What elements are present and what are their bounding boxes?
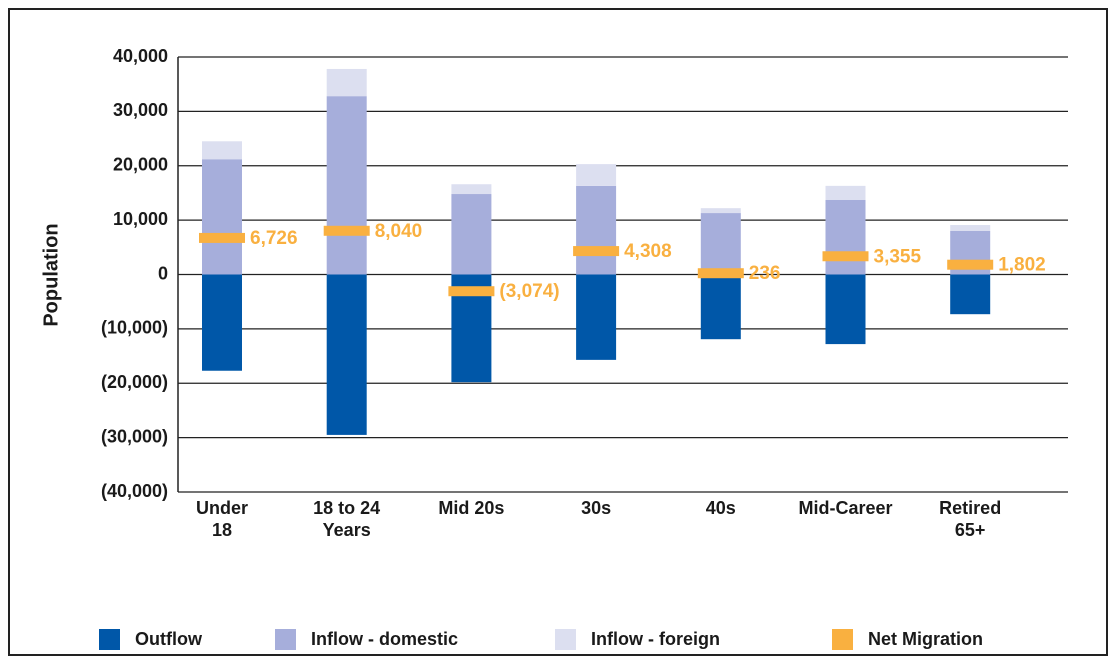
bar <box>950 225 991 231</box>
x-tick-label: Mid 20s <box>438 498 505 518</box>
y-tick-label: 40,000 <box>113 46 168 66</box>
net-marker <box>697 268 744 279</box>
data-label: (3,074) <box>499 281 559 302</box>
legend-swatch <box>99 629 120 650</box>
bar <box>202 141 242 160</box>
x-tick-label-box: Under 18 <box>195 498 248 540</box>
x-tick-label-box: 30s <box>581 498 612 518</box>
bar <box>700 213 741 275</box>
bar <box>825 274 866 345</box>
net-marker <box>199 232 245 243</box>
legend-label: Inflow - foreign <box>591 629 720 649</box>
bar <box>202 274 242 371</box>
bar <box>576 185 617 275</box>
legend-label: Inflow - domestic <box>311 629 458 649</box>
y-tick-label: (30,000) <box>101 426 168 446</box>
y-tick-label: (40,000) <box>101 481 168 501</box>
x-tick-label: Mid-Career <box>798 498 893 518</box>
net-marker <box>323 225 370 236</box>
x-tick-label: Under 18 <box>195 498 248 540</box>
net-marker <box>448 286 495 297</box>
x-tick-label-box: 40s <box>705 498 736 518</box>
y-axis-label: Population <box>40 223 62 326</box>
x-tick-label: 18 to 24 Years <box>313 498 381 540</box>
x-tick-label-box: Mid-Career <box>798 498 893 518</box>
x-tick-label-box: 18 to 24 Years <box>313 498 381 540</box>
y-tick-label: (20,000) <box>101 372 168 392</box>
bar <box>700 274 741 340</box>
legend-label: Outflow <box>135 629 203 649</box>
data-label: 236 <box>749 263 781 284</box>
bar <box>700 208 741 214</box>
legend-label: Net Migration <box>868 629 983 649</box>
bar <box>576 274 617 360</box>
bar <box>326 96 367 275</box>
x-tick-label-box: Retired 65+ <box>939 498 1002 540</box>
bar <box>825 200 866 275</box>
net-marker <box>947 259 994 270</box>
net-marker <box>573 246 620 257</box>
y-tick-label: 0 <box>158 263 168 283</box>
x-tick-label: 30s <box>581 498 612 518</box>
bar <box>950 274 991 315</box>
legend-swatch <box>832 629 853 650</box>
data-label: 3,355 <box>874 246 922 267</box>
y-tick-label: (10,000) <box>101 318 168 338</box>
y-tick-label: 30,000 <box>113 100 168 120</box>
bar <box>451 184 492 195</box>
data-label: 4,308 <box>624 241 672 262</box>
bar <box>451 194 492 275</box>
x-tick-label-box: Mid 20s <box>438 498 505 518</box>
net-marker <box>822 251 869 262</box>
legend-swatch <box>555 629 576 650</box>
bar <box>825 185 866 201</box>
x-tick-label: 40s <box>705 498 736 518</box>
legend-swatch <box>275 629 296 650</box>
y-tick-label: 10,000 <box>113 209 168 229</box>
data-label: 1,802 <box>998 255 1046 276</box>
bar <box>326 274 367 435</box>
bar <box>326 68 367 97</box>
frame <box>8 8 1108 656</box>
bar <box>576 164 617 186</box>
x-tick-label: Retired 65+ <box>939 498 1002 540</box>
data-label: 6,726 <box>250 228 298 249</box>
y-tick-label: 20,000 <box>113 155 168 175</box>
data-label: 8,040 <box>375 221 423 242</box>
bar <box>202 159 242 275</box>
